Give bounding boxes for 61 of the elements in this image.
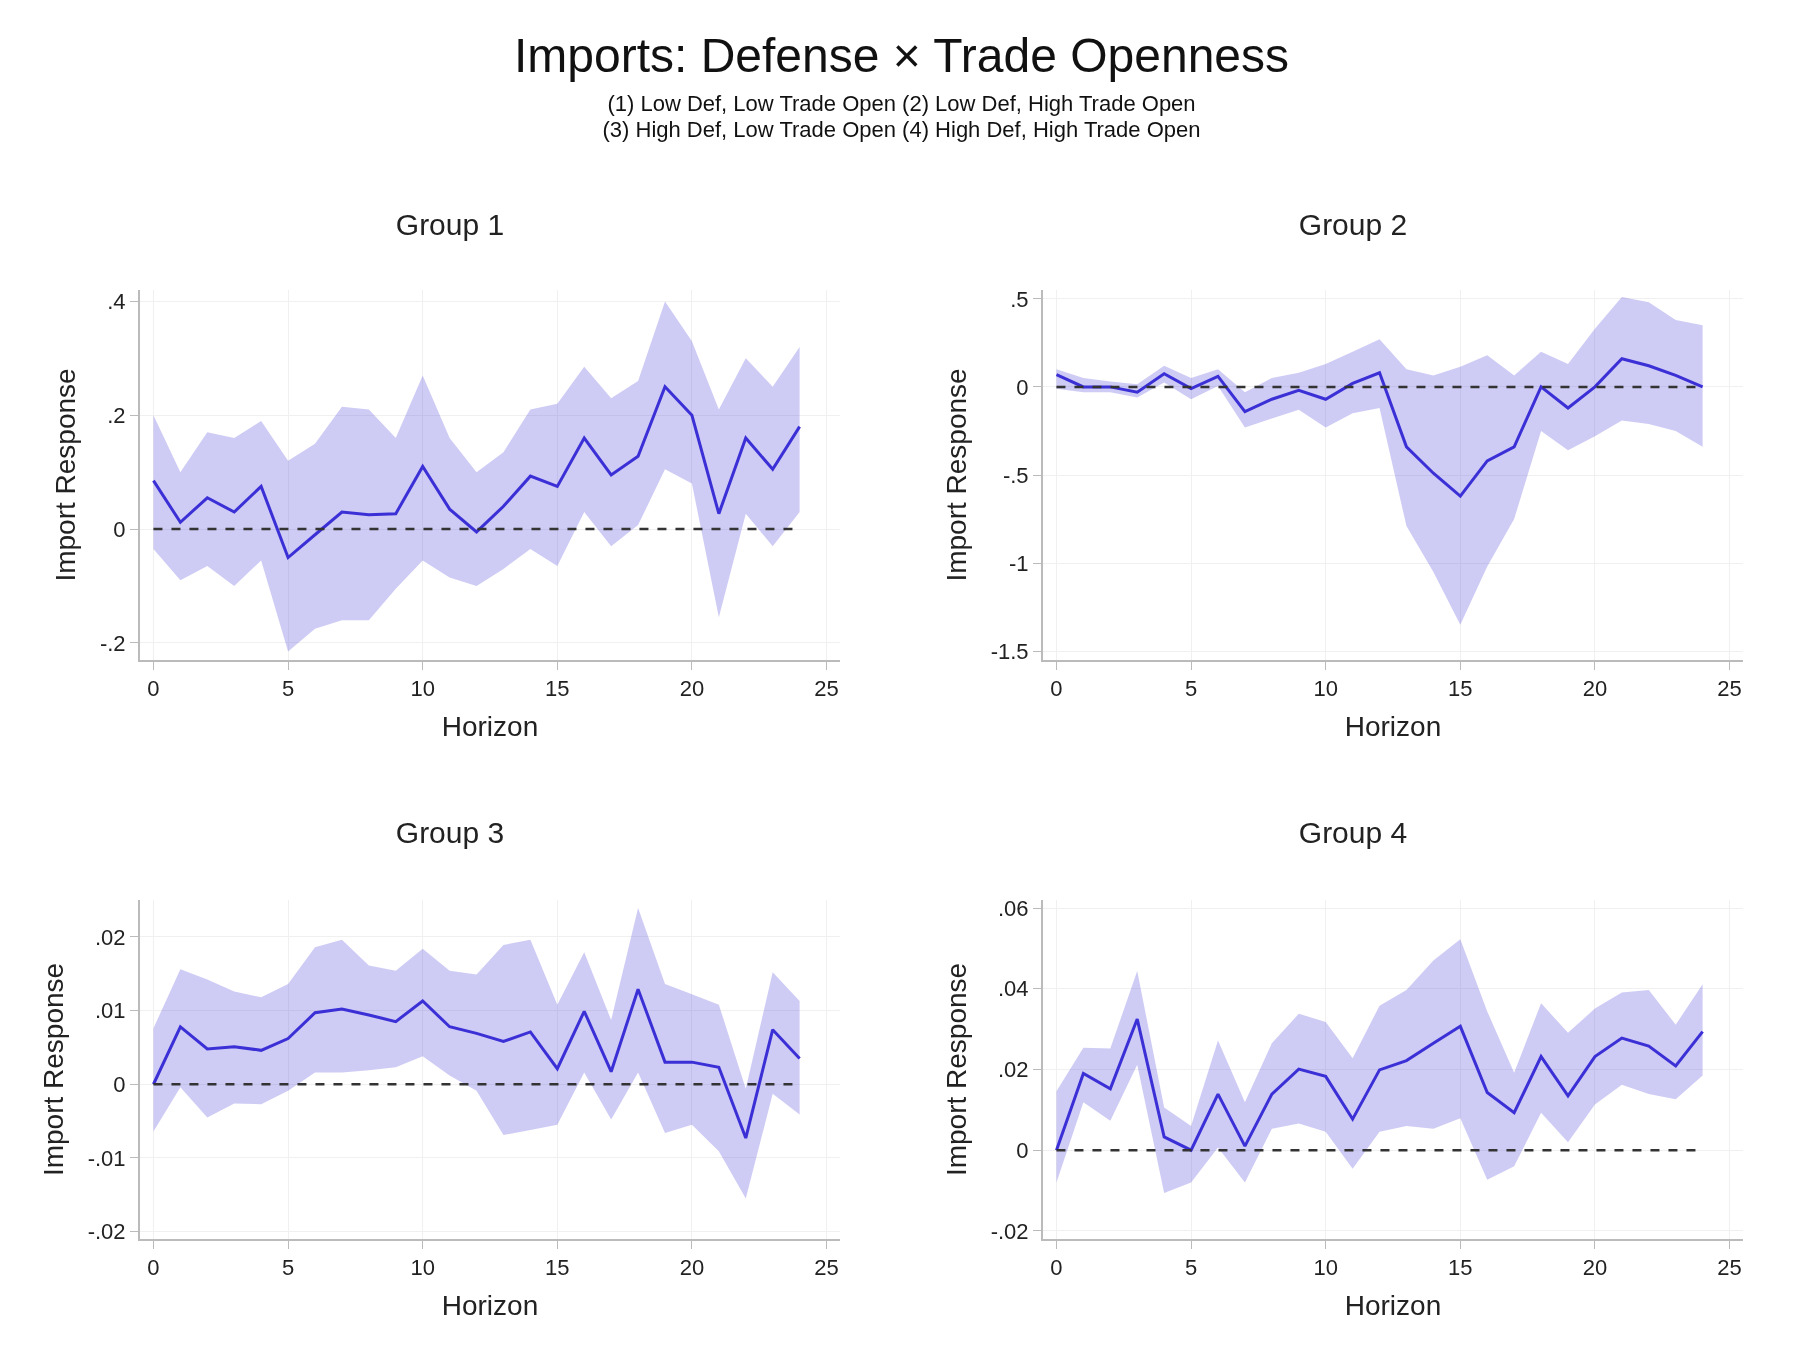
x-tick-label: 25	[814, 1255, 839, 1281]
chart-title: Group 1	[395, 207, 505, 241]
x-tick-label: 0	[1050, 1255, 1063, 1281]
y-tick-label: .04	[998, 976, 1029, 1002]
line-series	[151, 385, 802, 560]
y-tick-label: .2	[107, 402, 126, 428]
line-series	[1054, 1017, 1705, 1152]
y-tick-label: -.5	[1002, 462, 1029, 488]
y-tick-label: -1.5	[990, 638, 1029, 664]
y-tick-label: 0	[1016, 374, 1029, 400]
y-axis-title: Import Response	[50, 368, 82, 582]
y-tick-label: .02	[95, 924, 126, 950]
text: (1) Low Def, Low Trade Open (2) Low Def, High Trade Open (3) High Def, Low Trade Open (4) High Def, High Trade Open	[601, 91, 1202, 143]
x-tick-label: 10	[1313, 1255, 1338, 1281]
x-tick-label: 0	[147, 676, 160, 702]
line-series	[151, 987, 802, 1140]
x-tick-label: 25	[1717, 676, 1742, 702]
y-tick-label: 0	[113, 516, 126, 542]
y-tick-label: .4	[107, 289, 126, 315]
x-tick-label: 15	[545, 1255, 570, 1281]
y-tick-label: -.02	[990, 1218, 1029, 1244]
x-tick-label: 15	[545, 676, 570, 702]
x-axis-title: Horizon	[441, 711, 539, 742]
x-tick-label: 25	[1717, 1255, 1742, 1281]
y-tick-label: .02	[998, 1057, 1029, 1083]
x-tick-label: 25	[814, 676, 839, 702]
y-tick-label: -.02	[87, 1219, 126, 1245]
chart-title: Group 4	[1298, 816, 1408, 850]
text: Imports: Defense × Trade Openness	[512, 28, 1291, 83]
y-tick-label: 0	[113, 1071, 126, 1097]
x-tick-label: 5	[1184, 676, 1198, 702]
y-tick-label: 0	[1016, 1137, 1029, 1163]
x-tick-label: 20	[679, 1255, 705, 1281]
y-tick-label: .06	[998, 895, 1029, 921]
x-tick-label: 5	[281, 676, 295, 702]
x-axis-title: Horizon	[1344, 1290, 1442, 1321]
y-tick-label: .01	[95, 998, 126, 1024]
x-tick-label: 0	[147, 1255, 160, 1281]
y-axis-title: Import Response	[940, 368, 972, 582]
line-series	[1054, 357, 1705, 498]
x-tick-label: 20	[1582, 676, 1608, 702]
x-axis-title: Horizon	[441, 1290, 539, 1321]
y-tick-label: -.01	[87, 1145, 126, 1171]
x-tick-label: 5	[281, 1255, 295, 1281]
y-tick-label: -.2	[99, 630, 126, 656]
x-tick-label: 15	[1448, 676, 1473, 702]
x-tick-label: 15	[1448, 1255, 1473, 1281]
y-axis-title: Import Response	[940, 962, 972, 1177]
x-tick-label: 10	[410, 676, 435, 702]
x-tick-label: 10	[410, 1255, 435, 1281]
x-axis-title: Horizon	[1344, 711, 1442, 742]
chart-title: Group 3	[395, 816, 505, 850]
y-axis-title: Import Response	[37, 962, 69, 1177]
y-tick-label: -1	[1009, 550, 1029, 576]
x-tick-label: 20	[1582, 1255, 1608, 1281]
x-tick-label: 0	[1050, 676, 1063, 702]
x-tick-label: 20	[679, 676, 705, 702]
y-tick-label: .5	[1010, 286, 1029, 312]
x-tick-label: 10	[1313, 676, 1338, 702]
chart-title: Group 2	[1298, 207, 1408, 241]
x-tick-label: 5	[1184, 1255, 1198, 1281]
